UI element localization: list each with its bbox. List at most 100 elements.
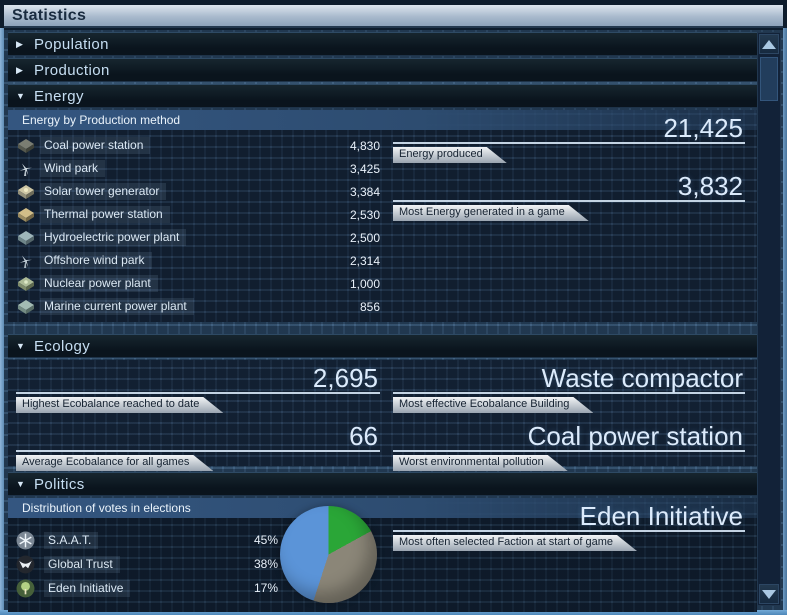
table-row: Hydroelectric power plant 2,500 bbox=[16, 226, 380, 249]
list-item: Eden Initiative 17% bbox=[16, 576, 278, 600]
chevron-right-icon: ▶ bbox=[16, 64, 24, 75]
stat-label: Most Energy generated in a game bbox=[393, 205, 589, 221]
energy-source-value: 2,314 bbox=[349, 253, 380, 268]
section-header-energy[interactable]: ▼ Energy bbox=[8, 84, 757, 108]
faction-label: Global Trust bbox=[44, 555, 120, 573]
section-header-population[interactable]: ▶ Population bbox=[8, 32, 757, 56]
scroll-down-icon bbox=[762, 589, 776, 599]
stat-value: Waste compactor bbox=[393, 364, 745, 394]
stat-value: 21,425 bbox=[393, 114, 745, 144]
energy-source-label: Thermal power station bbox=[40, 206, 170, 223]
stat-value: Eden Initiative bbox=[393, 502, 745, 532]
chevron-down-icon: ▼ bbox=[16, 479, 26, 489]
section-label: Population bbox=[34, 35, 109, 53]
window-border-bottom bbox=[0, 610, 787, 615]
stat-value: 2,695 bbox=[16, 364, 380, 394]
energy-source-value: 2,530 bbox=[349, 207, 380, 222]
highest-ecobalance-stat: 2,695 Highest Ecobalance reached to date bbox=[16, 364, 380, 413]
title-bar: Statistics bbox=[4, 5, 783, 28]
solar-tower-generator-icon bbox=[16, 184, 40, 200]
nuclear-power-plant-icon bbox=[16, 276, 40, 292]
votes-legend-list: S.A.A.T. 45% Global Trust 38% Eden Initi… bbox=[16, 528, 278, 600]
global-trust-faction-icon bbox=[16, 555, 44, 574]
offshore-wind-park-icon bbox=[16, 253, 40, 269]
table-row: Nuclear power plant 1,000 bbox=[16, 272, 380, 295]
section-label: Ecology bbox=[34, 337, 91, 355]
marine-current-power-plant-icon bbox=[16, 299, 40, 315]
faction-label: Eden Initiative bbox=[44, 579, 131, 597]
energy-source-value: 3,384 bbox=[349, 184, 380, 199]
worst-environmental-pollution-stat: Coal power station Worst environmental p… bbox=[393, 422, 745, 471]
table-row: Thermal power station 2,530 bbox=[16, 203, 380, 226]
energy-source-label: Hydroelectric power plant bbox=[40, 229, 187, 246]
list-item: S.A.A.T. 45% bbox=[16, 528, 278, 552]
faction-vote-share: 17% bbox=[253, 581, 278, 595]
politics-panel: Distribution of votes in elections S.A.A… bbox=[8, 498, 757, 612]
energy-production-list: Coal power station 4,830 Wind park 3,425… bbox=[16, 134, 380, 318]
table-row: Coal power station 4,830 bbox=[16, 134, 380, 157]
section-label: Production bbox=[34, 61, 110, 79]
average-ecobalance-stat: 66 Average Ecobalance for all games bbox=[16, 422, 380, 471]
politics-subheader: Distribution of votes in elections bbox=[8, 498, 757, 518]
energy-source-label: Nuclear power plant bbox=[40, 275, 158, 292]
sections-column: ▶ Population ▶ Production ▼ Energy Energ… bbox=[8, 32, 757, 612]
scroll-up-icon bbox=[762, 39, 776, 49]
section-label: Politics bbox=[34, 475, 85, 493]
section-label: Energy bbox=[34, 87, 84, 105]
hydroelectric-power-plant-icon bbox=[16, 230, 40, 246]
energy-subheader-label: Energy by Production method bbox=[22, 113, 181, 127]
stat-label: Highest Ecobalance reached to date bbox=[16, 397, 223, 413]
chevron-down-icon: ▼ bbox=[16, 91, 26, 101]
coal-power-station-icon bbox=[16, 138, 40, 154]
window-border-left bbox=[0, 28, 4, 615]
energy-source-value: 4,830 bbox=[349, 138, 380, 153]
most-selected-faction-stat: Eden Initiative Most often selected Fact… bbox=[393, 502, 745, 551]
stat-label: Average Ecobalance for all games bbox=[16, 455, 213, 471]
most-energy-generated-stat: 3,832 Most Energy generated in a game bbox=[393, 172, 745, 221]
wind-park-icon bbox=[16, 161, 40, 177]
faction-label: S.A.A.T. bbox=[44, 531, 99, 549]
section-header-production[interactable]: ▶ Production bbox=[8, 58, 757, 82]
section-gap bbox=[8, 322, 757, 334]
section-header-politics[interactable]: ▼ Politics bbox=[8, 472, 757, 496]
energy-source-value: 2,500 bbox=[349, 230, 380, 245]
energy-source-value: 856 bbox=[359, 299, 380, 314]
thermal-power-station-icon bbox=[16, 207, 40, 223]
scrollbar-thumb[interactable] bbox=[760, 57, 778, 101]
window-title: Statistics bbox=[12, 6, 87, 24]
table-row: Marine current power plant 856 bbox=[16, 295, 380, 318]
scroll-up-button[interactable] bbox=[759, 34, 779, 54]
stat-label: Most often selected Faction at start of … bbox=[393, 535, 637, 551]
stat-label: Worst environmental pollution bbox=[393, 455, 568, 471]
statistics-body: ▶ Population ▶ Production ▼ Energy Energ… bbox=[4, 30, 783, 612]
energy-source-label: Wind park bbox=[40, 160, 106, 177]
table-row: Wind park 3,425 bbox=[16, 157, 380, 180]
energy-source-label: Marine current power plant bbox=[40, 298, 194, 315]
energy-stats-column: 21,425 Energy produced 3,832 Most Energy… bbox=[393, 114, 745, 230]
section-header-ecology[interactable]: ▼ Ecology bbox=[8, 334, 757, 358]
eden-initiative-faction-icon bbox=[16, 579, 44, 598]
table-row: Solar tower generator 3,384 bbox=[16, 180, 380, 203]
stat-label: Energy produced bbox=[393, 147, 507, 163]
energy-source-label: Offshore wind park bbox=[40, 252, 152, 269]
stat-value: 66 bbox=[16, 422, 380, 452]
chevron-down-icon: ▼ bbox=[16, 341, 26, 351]
energy-source-value: 1,000 bbox=[349, 276, 380, 291]
energy-source-value: 3,425 bbox=[349, 161, 380, 176]
stat-label: Most effective Ecobalance Building bbox=[393, 397, 593, 413]
stat-value: 3,832 bbox=[393, 172, 745, 202]
vertical-scrollbar[interactable] bbox=[757, 32, 781, 606]
ecology-panel: 2,695 Highest Ecobalance reached to date… bbox=[8, 360, 757, 466]
window-border-right bbox=[783, 28, 787, 615]
scroll-down-button[interactable] bbox=[759, 584, 779, 604]
chevron-right-icon: ▶ bbox=[16, 38, 24, 49]
energy-subheader: Energy by Production method bbox=[8, 110, 757, 130]
table-row: Offshore wind park 2,314 bbox=[16, 249, 380, 272]
energy-source-label: Coal power station bbox=[40, 137, 151, 154]
votes-pie-chart bbox=[280, 506, 377, 603]
faction-vote-share: 45% bbox=[253, 533, 278, 547]
faction-vote-share: 38% bbox=[253, 557, 278, 571]
politics-subheader-label: Distribution of votes in elections bbox=[22, 501, 191, 515]
energy-source-label: Solar tower generator bbox=[40, 183, 167, 200]
most-effective-ecobalance-building-stat: Waste compactor Most effective Ecobalanc… bbox=[393, 364, 745, 413]
